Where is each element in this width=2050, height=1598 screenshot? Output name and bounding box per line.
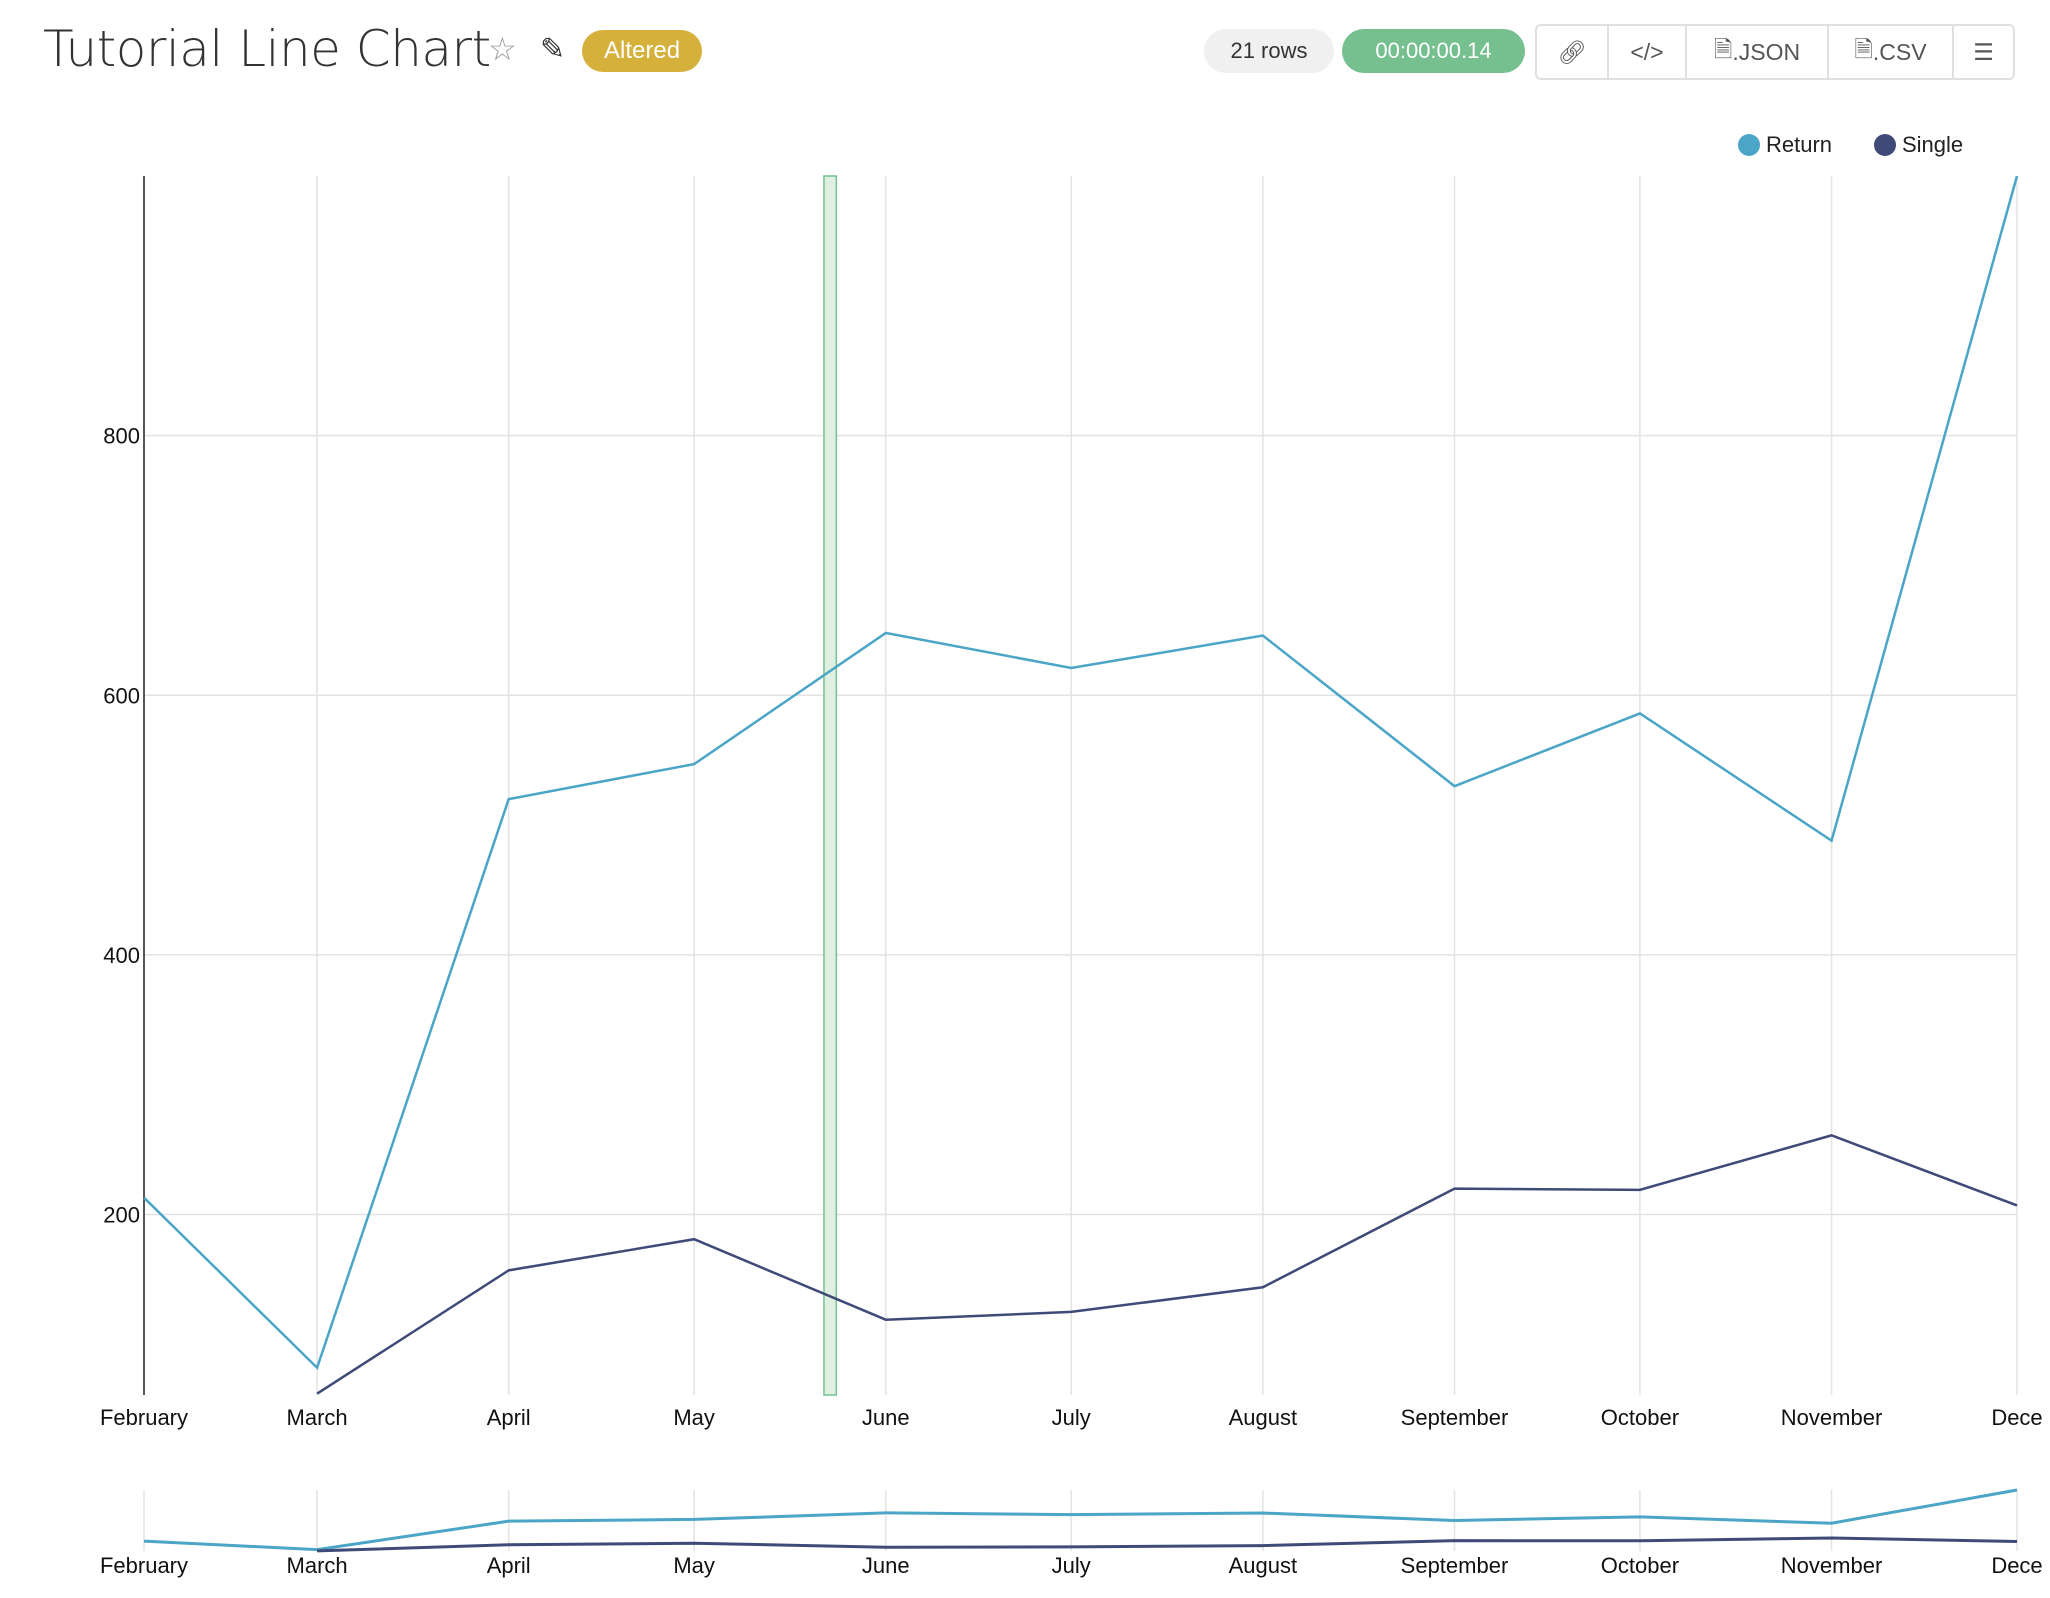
y-tick-label: 600	[103, 683, 140, 708]
overview-line-single	[317, 1536, 2018, 1553]
legend-item-return[interactable]: Return	[1738, 132, 1832, 158]
overview-x-tick-label: May	[673, 1553, 715, 1578]
overview-x-tick-label: October	[1601, 1553, 1679, 1578]
y-tick-label: 400	[103, 943, 140, 968]
x-tick-label: June	[862, 1405, 910, 1430]
status-badge: Altered	[582, 30, 703, 72]
overview-x-tick-label: June	[862, 1553, 910, 1578]
overview-x-tick-label: Dece	[1991, 1553, 2042, 1578]
overview-line-return	[143, 1488, 2018, 1552]
overview-x-tick-label: November	[1781, 1553, 1882, 1578]
menu-button[interactable]: ☰	[1954, 26, 2013, 78]
overview-x-tick-label: February	[100, 1553, 188, 1578]
y-tick-label: 200	[103, 1203, 140, 1228]
export-csv-button[interactable]: 🗎 .CSV	[1829, 26, 1954, 78]
overview-x-tick-label: August	[1229, 1553, 1298, 1578]
legend-item-single[interactable]: Single	[1874, 132, 1963, 158]
edit-icon[interactable]: ✎	[540, 33, 566, 66]
json-file-icon: 🗎	[1713, 35, 1733, 62]
overview-x-tick-label: September	[1401, 1553, 1509, 1578]
series-line-single	[316, 1134, 2018, 1395]
x-tick-label: October	[1601, 1405, 1679, 1430]
menu-icon: ☰	[1973, 38, 1994, 65]
y-tick-label: 800	[103, 424, 140, 449]
csv-file-icon: 🗎	[1854, 35, 1873, 62]
embed-code-button[interactable]: </>	[1609, 26, 1687, 78]
link-icon: 🔗︎	[1557, 38, 1587, 65]
page-title: Tutorial Line Chart	[43, 20, 491, 78]
legend-dot	[1874, 134, 1896, 156]
x-tick-label: November	[1781, 1405, 1882, 1430]
overview-brush[interactable]	[144, 1490, 2017, 1551]
x-tick-label: May	[673, 1405, 715, 1430]
overview-x-tick-label: March	[287, 1553, 348, 1578]
x-tick-label: August	[1229, 1405, 1298, 1430]
legend-dot	[1738, 134, 1760, 156]
star-icon[interactable]: ☆	[488, 31, 517, 67]
overview-x-tick-label: April	[487, 1553, 531, 1578]
x-tick-label: February	[100, 1405, 188, 1430]
x-tick-label: March	[287, 1405, 348, 1430]
link-button[interactable]: 🔗︎	[1537, 26, 1609, 78]
x-tick-label: Dece	[1991, 1405, 2042, 1430]
x-tick-label: September	[1401, 1405, 1509, 1430]
series-line-return	[143, 175, 2019, 1371]
overview-x-tick-label: July	[1052, 1553, 1091, 1578]
export-json-button[interactable]: 🗎 .JSON	[1687, 26, 1829, 78]
query-time-badge: 00:00:00.14	[1342, 29, 1525, 73]
toolbar: 🔗︎ </> 🗎 .JSON 🗎 .CSV ☰	[1535, 24, 2015, 80]
x-tick-label: April	[487, 1405, 531, 1430]
x-tick-label: July	[1052, 1405, 1091, 1430]
code-icon: </>	[1630, 38, 1664, 65]
row-count-badge: 21 rows	[1204, 29, 1334, 73]
annotation-band	[823, 175, 838, 1396]
